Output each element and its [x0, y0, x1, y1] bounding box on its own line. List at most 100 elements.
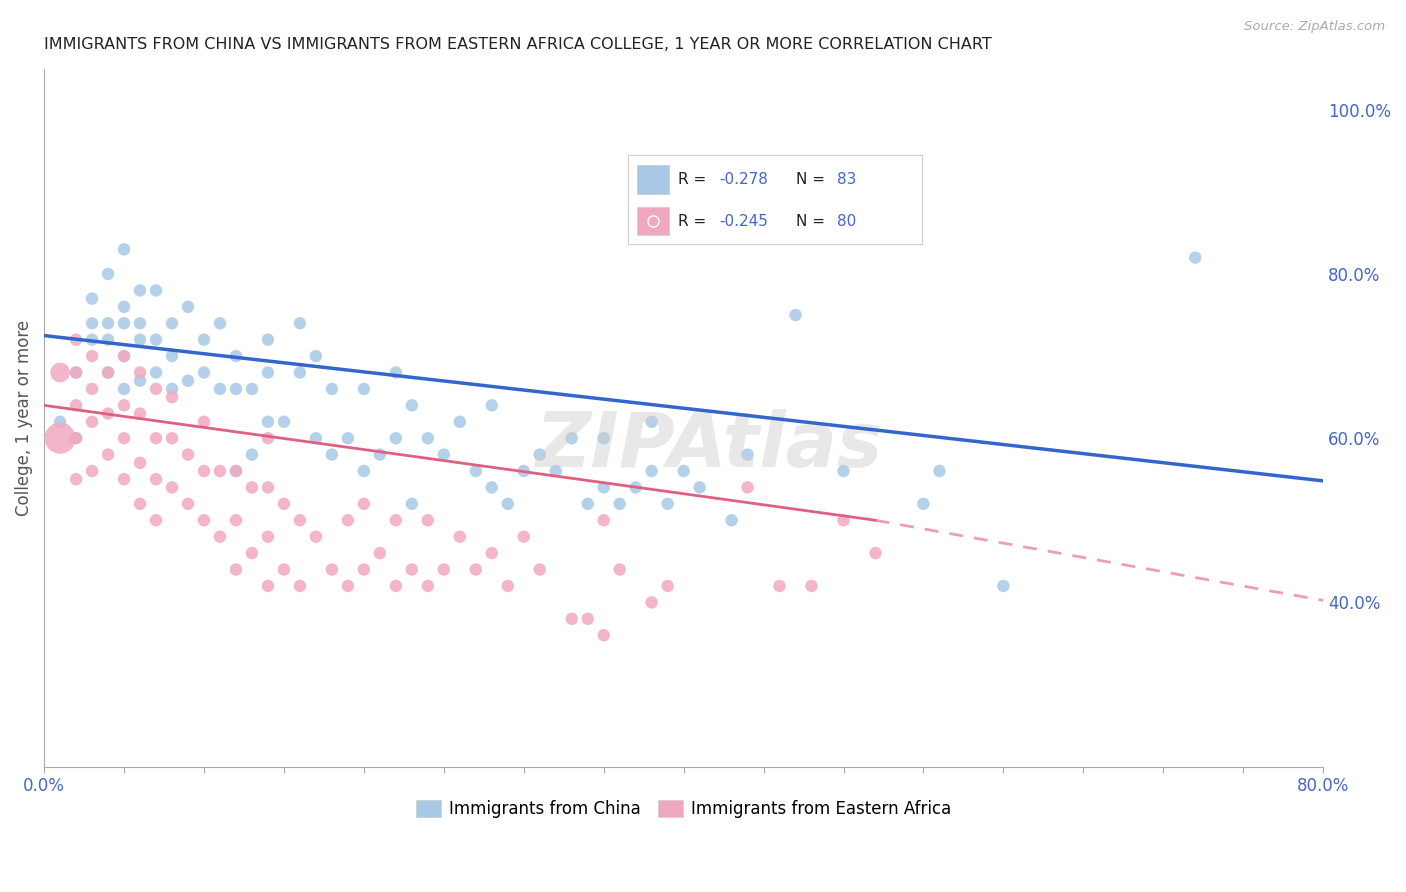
Point: [385, 513, 408, 527]
Point: [257, 333, 280, 347]
Point: [193, 366, 215, 380]
Point: [513, 530, 536, 544]
Point: [768, 579, 790, 593]
Point: [529, 562, 551, 576]
Point: [993, 579, 1015, 593]
Point: [336, 579, 359, 593]
Point: [97, 366, 120, 380]
Point: [561, 612, 583, 626]
Point: [65, 472, 87, 486]
Point: [145, 333, 167, 347]
Point: [177, 448, 200, 462]
Point: [385, 366, 408, 380]
Point: [97, 448, 120, 462]
Point: [336, 431, 359, 445]
Point: [416, 579, 439, 593]
Point: [129, 497, 152, 511]
Text: -0.245: -0.245: [718, 214, 768, 228]
Point: [240, 448, 263, 462]
Bar: [637, 207, 669, 235]
Point: [80, 415, 103, 429]
Point: [257, 366, 280, 380]
Point: [464, 464, 486, 478]
Point: [160, 382, 183, 396]
Text: ZIPAtlas: ZIPAtlas: [536, 409, 883, 483]
Point: [65, 366, 87, 380]
Point: [832, 464, 855, 478]
Legend: Immigrants from China, Immigrants from Eastern Africa: Immigrants from China, Immigrants from E…: [409, 793, 957, 824]
Point: [288, 579, 311, 593]
Point: [689, 480, 711, 494]
Point: [49, 366, 72, 380]
Point: [257, 415, 280, 429]
Point: [657, 497, 679, 511]
Text: IMMIGRANTS FROM CHINA VS IMMIGRANTS FROM EASTERN AFRICA COLLEGE, 1 YEAR OR MORE : IMMIGRANTS FROM CHINA VS IMMIGRANTS FROM…: [44, 37, 991, 53]
Point: [65, 366, 87, 380]
Point: [353, 497, 375, 511]
Point: [288, 366, 311, 380]
Point: [145, 284, 167, 298]
Point: [785, 308, 807, 322]
Point: [240, 382, 263, 396]
Text: N =: N =: [796, 214, 830, 228]
Text: 83: 83: [837, 172, 856, 186]
Point: [225, 464, 247, 478]
Point: [353, 562, 375, 576]
Point: [145, 382, 167, 396]
Point: [640, 415, 662, 429]
Point: [609, 562, 631, 576]
Point: [160, 390, 183, 404]
Point: [80, 382, 103, 396]
Text: R =: R =: [678, 172, 711, 186]
Point: [112, 398, 135, 412]
Point: [208, 464, 231, 478]
Point: [416, 431, 439, 445]
Point: [576, 612, 599, 626]
Point: [112, 300, 135, 314]
Point: [160, 480, 183, 494]
Point: [401, 398, 423, 412]
Point: [257, 530, 280, 544]
Point: [208, 382, 231, 396]
Point: [193, 333, 215, 347]
Point: [800, 579, 823, 593]
Point: [640, 595, 662, 609]
Point: [177, 300, 200, 314]
Point: [129, 374, 152, 388]
Point: [193, 513, 215, 527]
Point: [928, 464, 950, 478]
Point: [240, 546, 263, 560]
Point: [80, 333, 103, 347]
Point: [353, 464, 375, 478]
Point: [225, 562, 247, 576]
Text: Source: ZipAtlas.com: Source: ZipAtlas.com: [1244, 20, 1385, 33]
Point: [112, 472, 135, 486]
Point: [609, 497, 631, 511]
Point: [433, 448, 456, 462]
Point: [112, 316, 135, 330]
Point: [129, 407, 152, 421]
Point: [129, 456, 152, 470]
Text: R =: R =: [678, 214, 711, 228]
Point: [80, 316, 103, 330]
Point: [112, 243, 135, 257]
Point: [225, 349, 247, 363]
Point: [321, 382, 343, 396]
Point: [112, 382, 135, 396]
Point: [433, 562, 456, 576]
Point: [592, 513, 614, 527]
Point: [257, 579, 280, 593]
Point: [353, 382, 375, 396]
Point: [112, 349, 135, 363]
Point: [80, 349, 103, 363]
Point: [49, 415, 72, 429]
Point: [145, 513, 167, 527]
Point: [97, 316, 120, 330]
Point: [65, 398, 87, 412]
Point: [112, 431, 135, 445]
Bar: [637, 165, 669, 194]
Point: [65, 333, 87, 347]
Point: [592, 480, 614, 494]
Point: [65, 431, 87, 445]
Point: [273, 562, 295, 576]
